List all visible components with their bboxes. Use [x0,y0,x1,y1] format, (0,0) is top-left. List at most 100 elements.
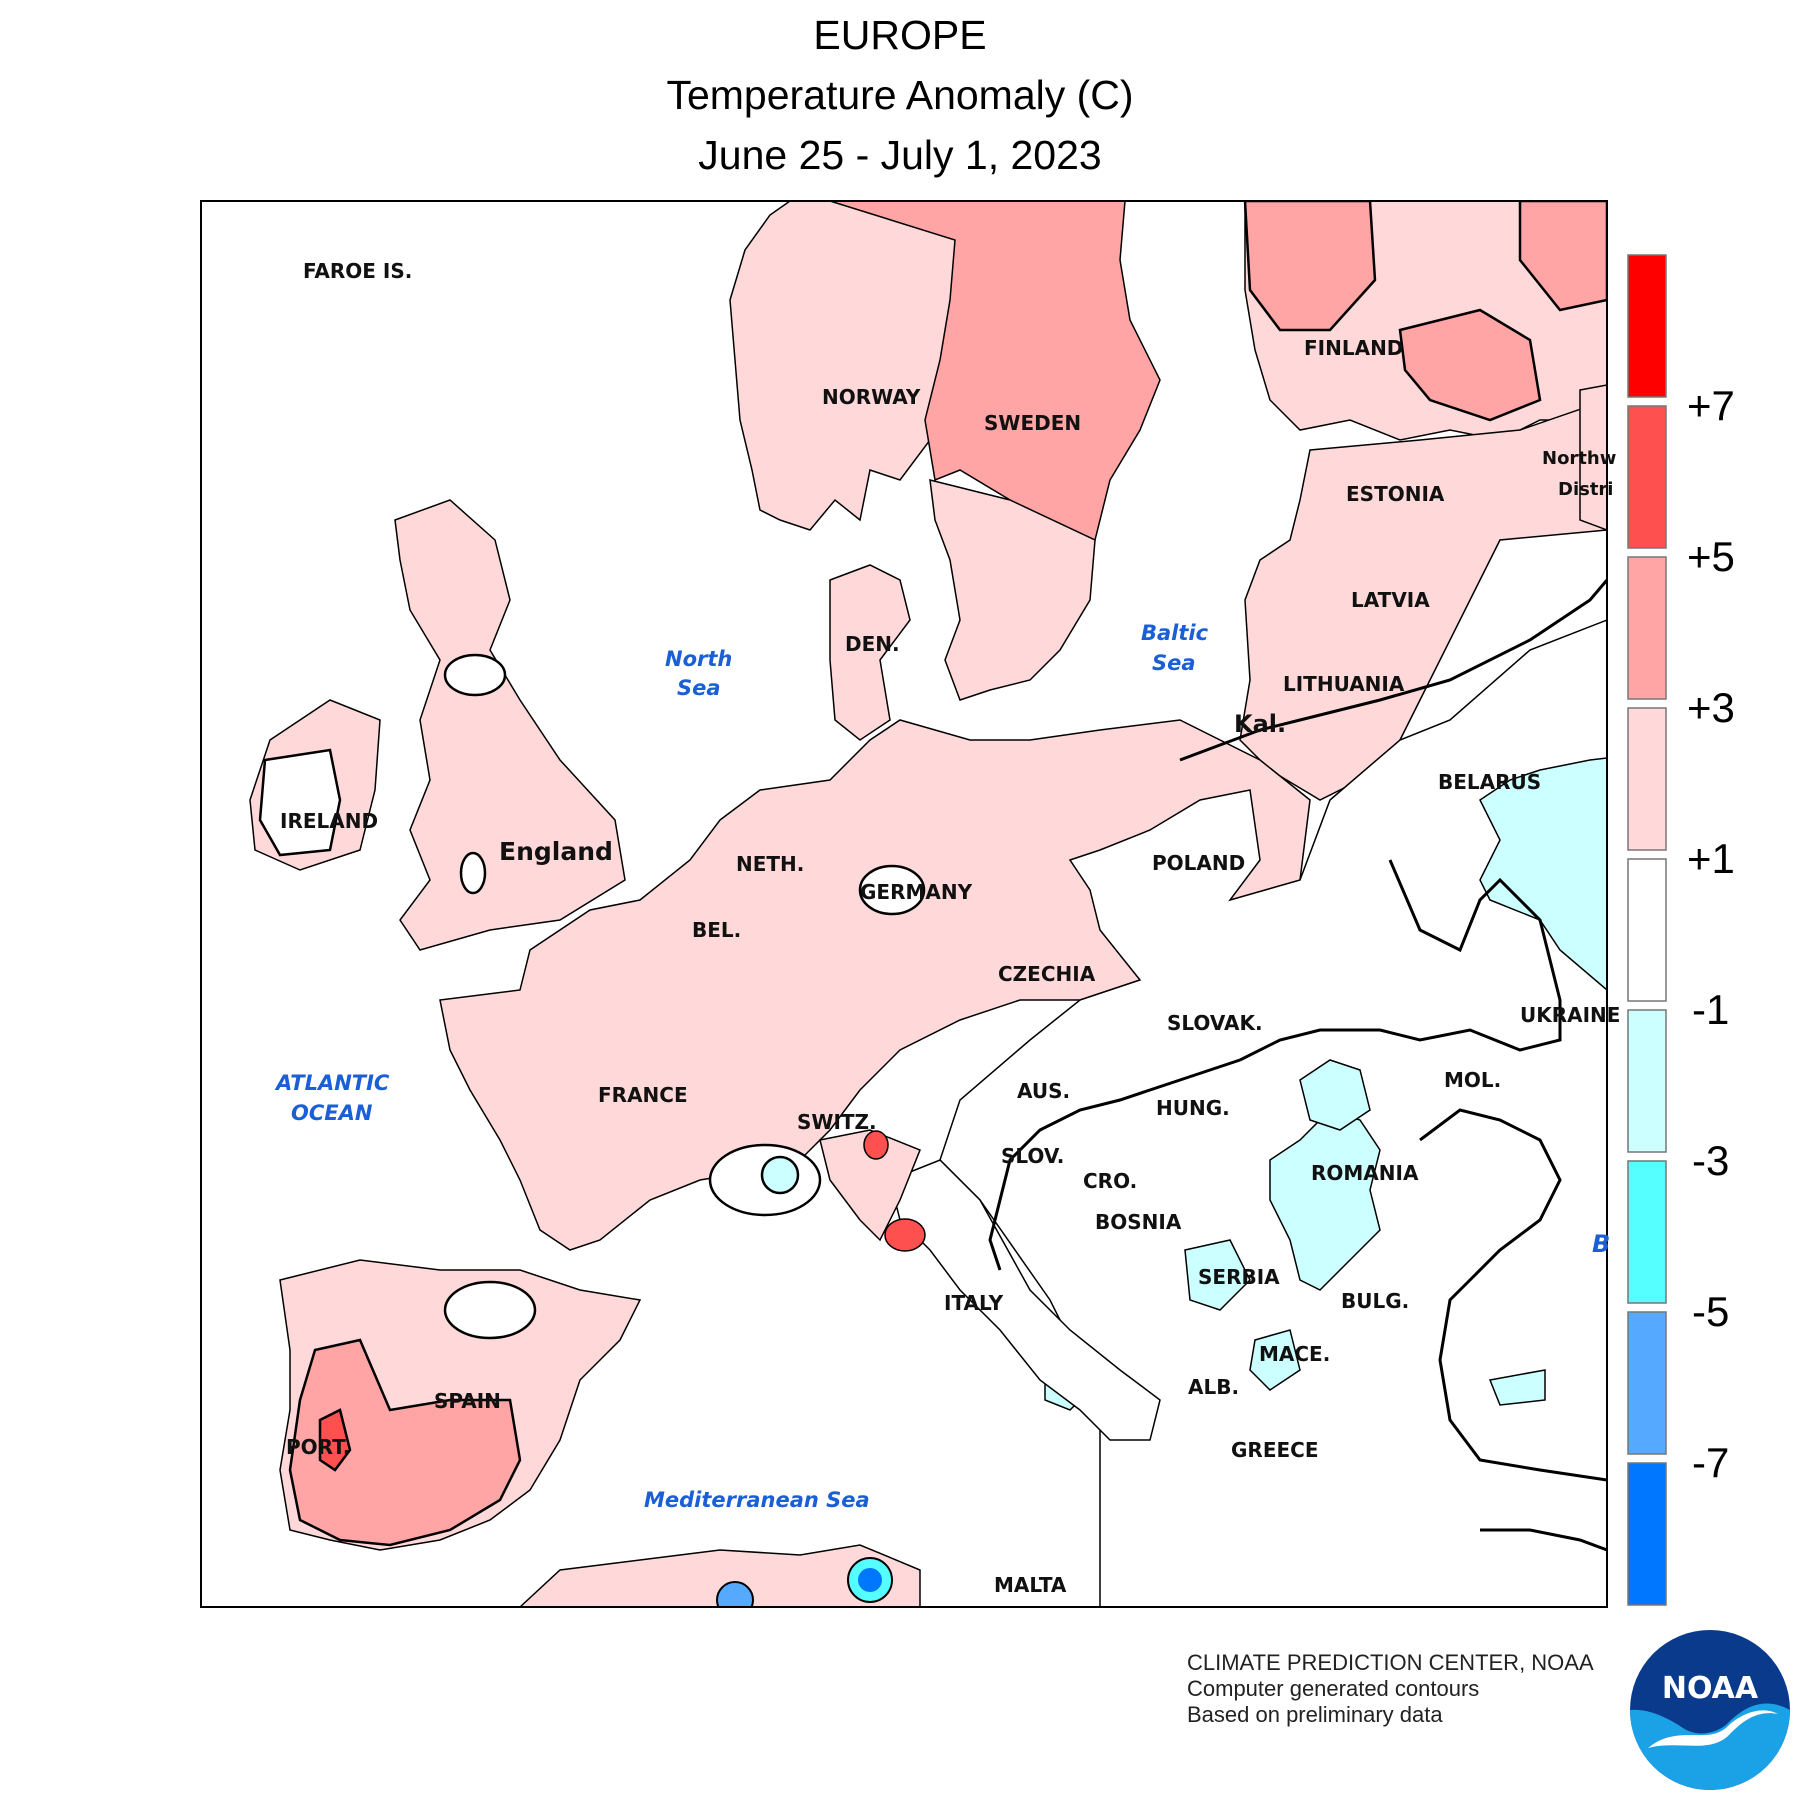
mace-cool [1249,1329,1301,1391]
legend-label-m7: -7 [1692,1439,1730,1486]
label-serbia: SERBIA [1198,1265,1280,1289]
credit-line-1: CLIMATE PREDICTION CENTER, NOAA [1187,1650,1594,1675]
legend-label-m5: -5 [1692,1288,1730,1335]
label-bulgaria: BULG. [1341,1289,1409,1313]
label-netherlands: NETH. [736,852,804,876]
legend-bin-3 [1627,707,1667,851]
label-baltic-2: Sea [1152,651,1196,675]
denmark-land [829,564,911,741]
legend-label-m3: -3 [1692,1137,1730,1184]
label-latvia: LATVIA [1351,588,1430,612]
label-hungary: HUNG. [1156,1096,1230,1120]
label-macedonia: MACE. [1259,1342,1330,1366]
contour-east [1179,579,1607,762]
italy-hot-spot [884,1218,926,1252]
italy-land [889,1159,1161,1441]
legend-label-p3: +3 [1687,684,1735,731]
noaa-logo-text: NOAA [1662,1671,1759,1706]
legend-bin-1 [1627,405,1667,549]
credit-line-3: Based on preliminary data [1187,1702,1443,1727]
label-portugal: PORT. [286,1435,350,1459]
label-ukraine: UKRAINE [1520,1003,1620,1027]
contour-south [1480,1528,1607,1552]
legend-bin-5 [1627,1009,1667,1153]
norway-land [729,201,961,531]
label-moldova: MOL. [1444,1068,1501,1092]
legend-bin-7 [1627,1311,1667,1455]
map-period: June 25 - July 1, 2023 [698,132,1102,178]
label-bosnia: BOSNIA [1095,1210,1182,1234]
label-romania: ROMANIA [1311,1161,1419,1185]
label-austria: AUS. [1017,1079,1070,1103]
label-north-sea-1: North [665,647,732,671]
noaa-logo-icon: NOAA [1630,1630,1790,1790]
label-germany: GERMANY [860,880,973,904]
label-slovenia: SLOV. [1001,1144,1064,1168]
label-atlantic-2: OCEAN [291,1101,373,1125]
label-croatia: CRO. [1083,1169,1137,1193]
finland-warm-east [1398,308,1542,422]
label-belgium: BEL. [692,918,741,942]
label-italy: ITALY [944,1291,1004,1315]
label-czechia: CZECHIA [998,962,1096,986]
map-frame [200,200,1608,1608]
label-france: FRANCE [598,1083,688,1107]
legend-label-p7: +7 [1687,382,1735,429]
label-greece: GREECE [1231,1438,1318,1462]
tunisia-cold-core [858,1568,882,1592]
legend-bin-8 [1627,1462,1667,1606]
north-africa-land [518,1544,921,1607]
label-switzerland: SWITZ. [797,1110,877,1134]
romania-north-cool [1299,1059,1371,1131]
legend-label-p5: +5 [1687,533,1735,580]
legend-label-m1: -1 [1692,986,1730,1033]
portugal-hot [318,1408,352,1472]
uk-land [394,499,626,951]
label-finland: FINLAND [1304,336,1403,360]
label-denmark: DEN. [845,632,900,656]
greece-cool-spot [1488,1369,1546,1406]
label-spain: SPAIN [434,1389,501,1413]
england-cool-spot-2 [459,851,487,895]
contour-balkans [988,1058,1241,1271]
label-belarus: BELARUS [1438,770,1541,794]
finland-warm-ne [1518,201,1607,312]
spain-cool-spot [443,1280,537,1340]
england-cool-spot [443,653,507,697]
label-mediterranean: Mediterranean Sea [644,1488,870,1512]
label-poland: POLAND [1152,851,1245,875]
legend-label-p1: +1 [1687,835,1735,882]
ireland-cool [258,748,342,857]
label-england: England [499,837,613,866]
label-albania: ALB. [1188,1375,1239,1399]
finland-warm [1243,201,1377,332]
south-sweden-land [929,479,1096,701]
label-kal: Kal. [1234,710,1286,738]
serbia-cool [1184,1239,1251,1311]
label-nw-district-2: Distri [1558,479,1613,500]
label-ireland: IRELAND [280,809,378,833]
label-estonia: ESTONIA [1346,482,1445,506]
label-faroe: FAROE IS. [303,259,412,283]
credit-line-2: Computer generated contours [1187,1676,1480,1701]
country-labels: FAROE IS. NORWAY SWEDEN FINLAND ESTONIA … [280,259,1620,1597]
label-sweden: SWEDEN [984,411,1081,435]
label-baltic-1: Baltic [1141,621,1209,645]
spain-warm [288,1338,522,1547]
map-subtitle: Temperature Anomaly (C) [666,72,1134,118]
germany-cool-spot [858,864,926,916]
label-north-sea-2: Sea [677,676,721,700]
contour-greece [1419,1108,1607,1482]
algeria-cold-spot [716,1581,754,1607]
legend-colorbar [1627,254,1667,1606]
water-labels: North Sea Baltic Sea ATLANTIC OCEAN Medi… [274,621,1610,1512]
label-lithuania: LITHUANIA [1283,672,1405,696]
label-atlantic-1: ATLANTIC [274,1071,390,1095]
legend-bin-4 [1627,858,1667,1002]
credits: CLIMATE PREDICTION CENTER, NOAA Computer… [1187,1650,1594,1728]
nw-russia-warm [1579,384,1607,531]
legend-bin-6 [1627,1160,1667,1304]
label-slovakia: SLOVAK. [1167,1011,1263,1035]
ukraine-cool [1479,757,1607,991]
